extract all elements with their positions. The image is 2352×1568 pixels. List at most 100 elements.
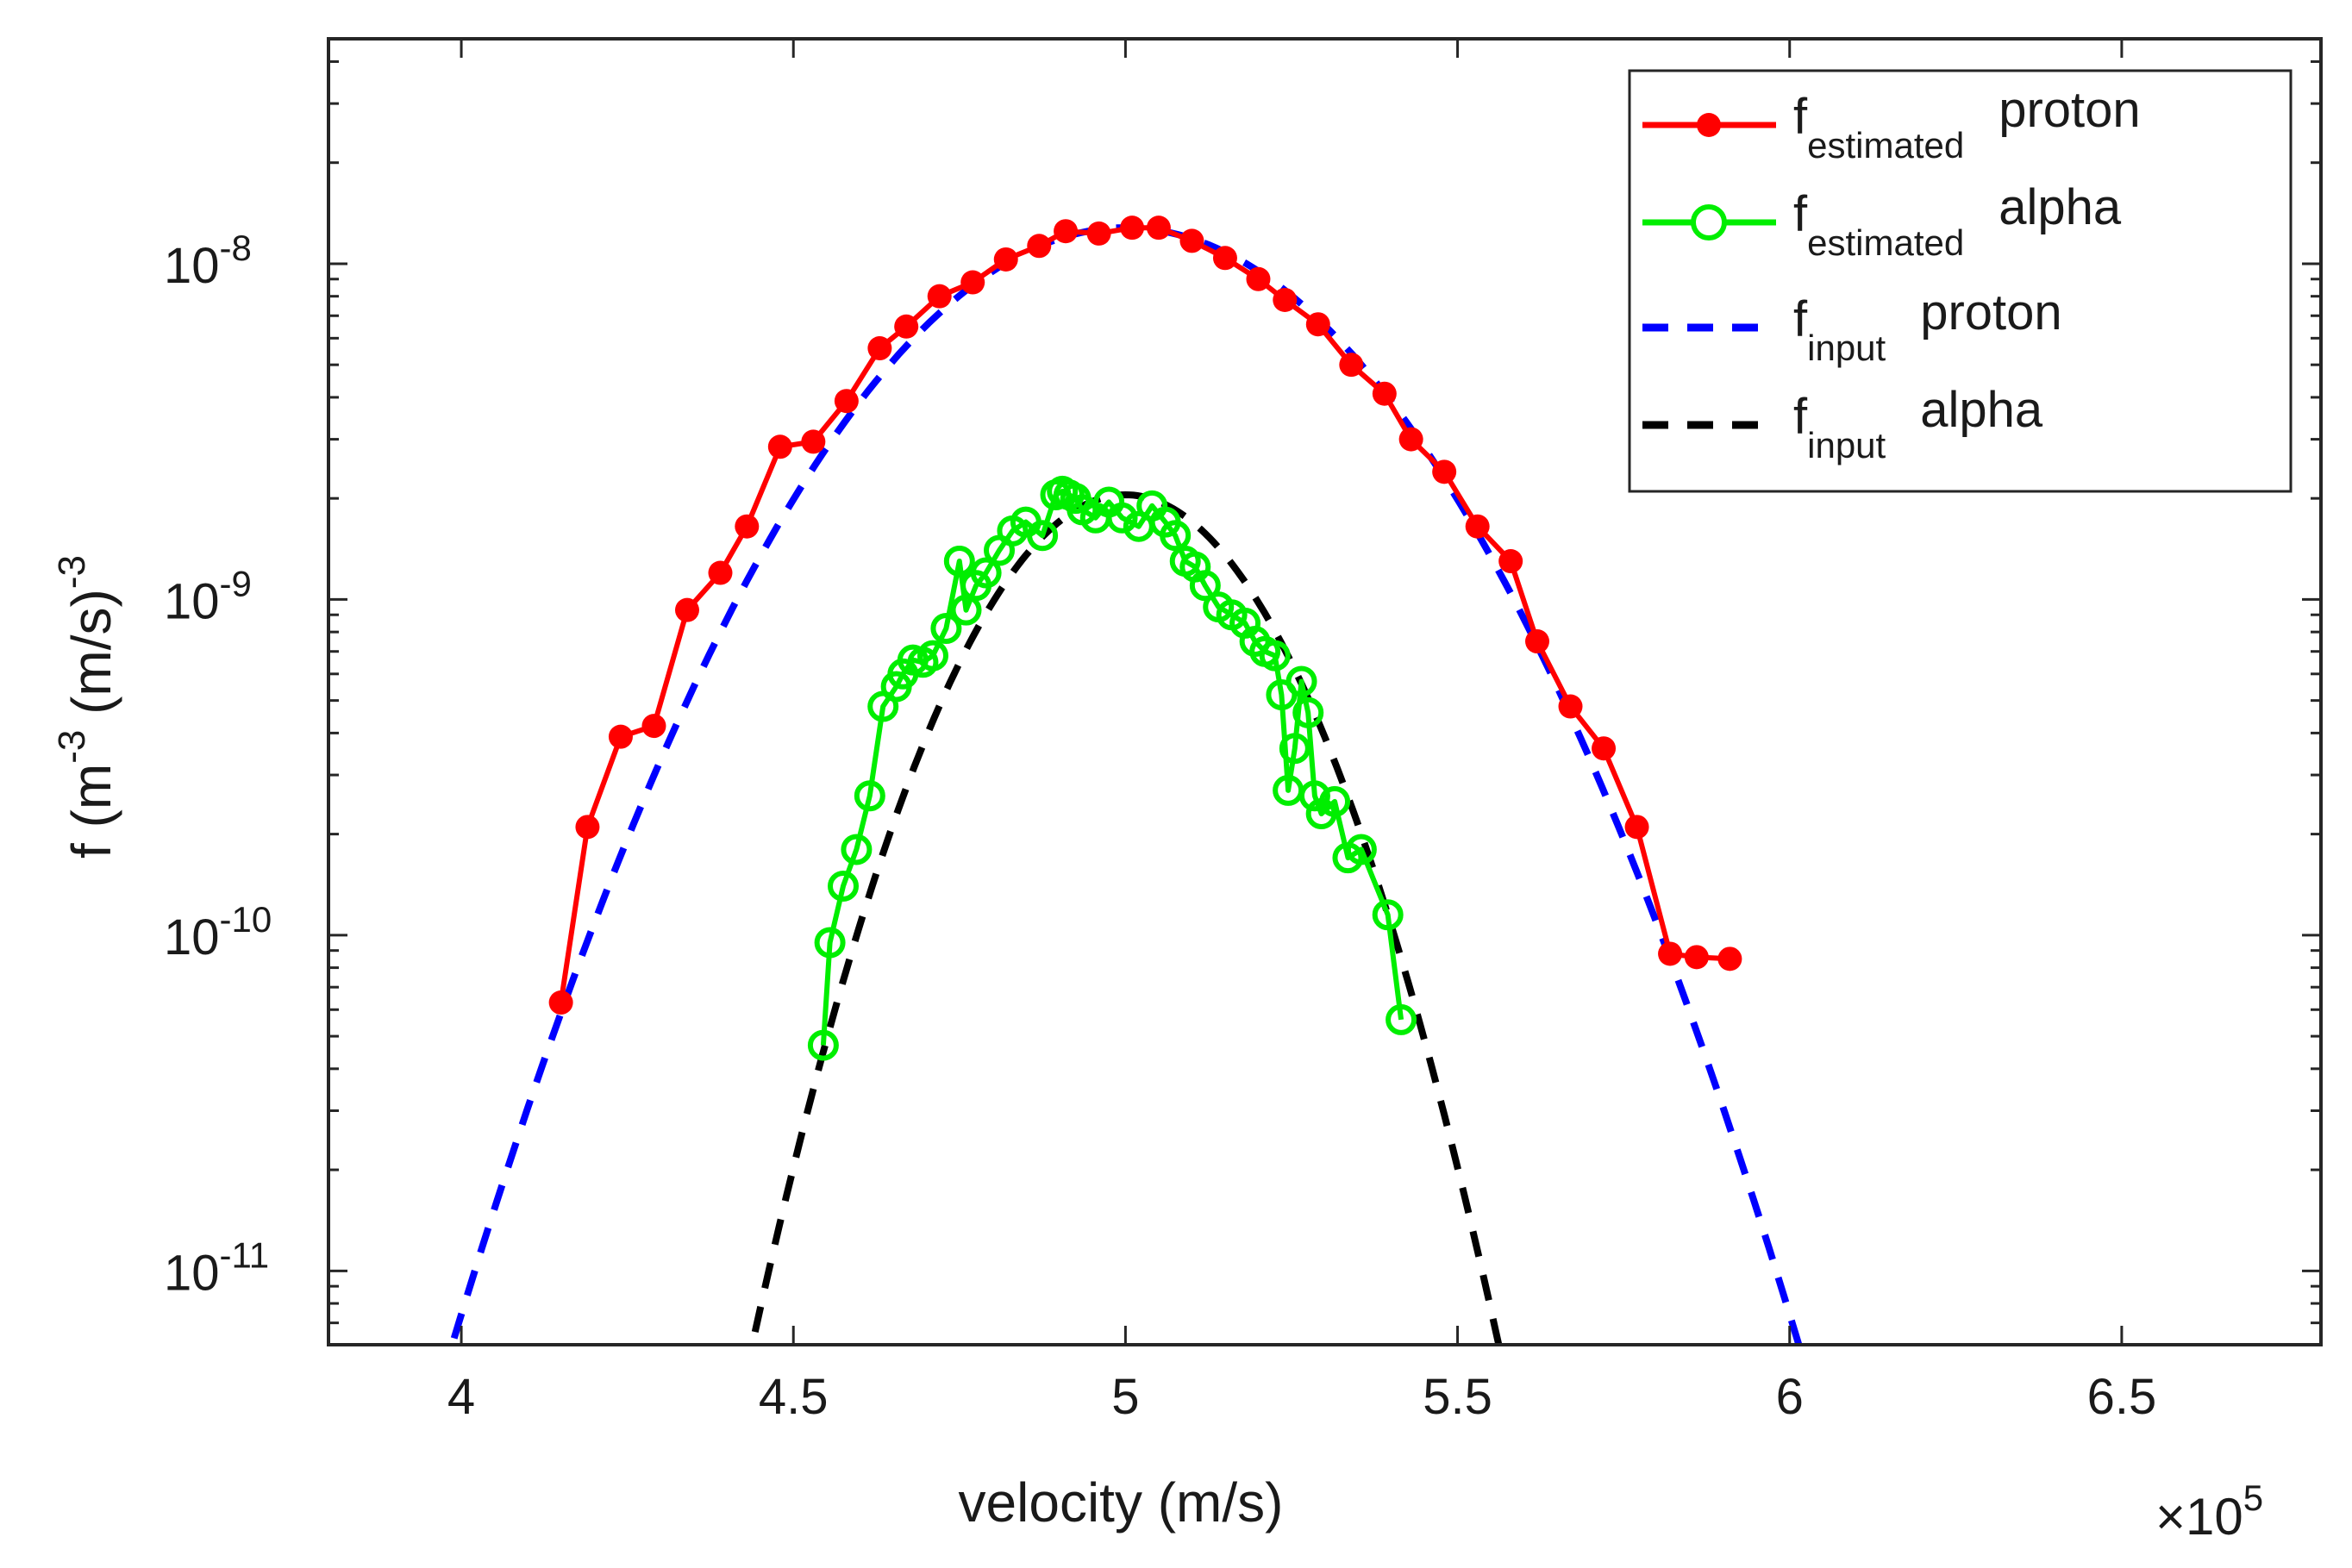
data-point — [1106, 502, 1138, 534]
data-point — [1292, 697, 1324, 728]
data-point — [1259, 640, 1291, 672]
data-point — [1054, 219, 1079, 244]
data-point — [575, 815, 600, 840]
data-point — [1146, 216, 1171, 241]
data-point — [867, 336, 892, 361]
data-point — [1345, 834, 1377, 865]
y-tick-exponent: -10 — [220, 899, 272, 940]
data-point — [828, 870, 860, 902]
y-axis-label-part-1: f (m — [60, 764, 122, 859]
legend-label: finput proton — [1793, 284, 2062, 368]
data-point — [708, 560, 733, 585]
data-point — [1027, 234, 1052, 259]
legend-subscript: estimated — [1807, 125, 1964, 166]
legend-entry-2: finput proton — [1642, 284, 2062, 368]
x-tick-label-1: 4.5 — [759, 1369, 829, 1425]
data-point — [1684, 945, 1709, 970]
legend-subscript: input — [1807, 328, 1886, 368]
legend-suffix: proton — [1920, 284, 2061, 340]
legend-entry-0: festimated proton — [1642, 82, 2141, 166]
series-f-input-alpha — [748, 490, 1503, 1345]
data-point — [1398, 427, 1423, 452]
legend-subscript: estimated — [1807, 222, 1964, 263]
legend-box — [1628, 69, 2293, 493]
data-point — [1246, 266, 1271, 291]
y-tick-base: 10 — [164, 238, 220, 294]
y-tick-label-2: 10-10 — [164, 899, 272, 965]
data-point — [970, 557, 1002, 589]
y-tick-base: 10 — [164, 1245, 220, 1301]
series-f-estimated-alpha — [807, 475, 1417, 1061]
data-point — [1189, 570, 1221, 602]
data-point — [1386, 1003, 1417, 1035]
legend-main: f — [1793, 291, 1808, 347]
y-tick-exponent: -11 — [220, 1234, 270, 1275]
y-tick-exponent: -9 — [220, 563, 252, 603]
data-point — [1339, 353, 1364, 378]
data-point — [1432, 459, 1457, 484]
data-point — [735, 514, 760, 539]
y-tick-exponent: -8 — [220, 228, 252, 268]
data-point — [674, 597, 699, 622]
legend: festimatedprotonfestimatedalphafinputpro… — [1628, 69, 2293, 493]
data-point — [1298, 780, 1330, 812]
data-point — [1592, 736, 1617, 761]
data-point — [960, 270, 985, 295]
data-point — [1319, 785, 1351, 817]
data-point — [1120, 216, 1145, 241]
data-point — [1525, 629, 1550, 654]
legend-main: f — [1793, 186, 1808, 242]
series-layer — [448, 216, 1803, 1345]
legend-subscript: input — [1807, 425, 1886, 465]
data-point — [1465, 514, 1490, 539]
data-point — [1372, 381, 1397, 406]
series-line — [558, 225, 1730, 1003]
data-point — [841, 834, 873, 865]
x-exponent-power: 5 — [2243, 1477, 2263, 1518]
legend-marker — [1691, 204, 1727, 241]
legend-main: f — [1793, 389, 1808, 445]
data-point — [1160, 520, 1192, 552]
y-tick-label-1: 10-9 — [164, 563, 252, 629]
y-axis-label-part-4: -3 — [51, 555, 93, 589]
legend-suffix: alpha — [1920, 382, 2043, 438]
x-axis-label: velocity (m/s) — [959, 1471, 1284, 1534]
legend-entries: festimatedprotonfestimatedalphafinputpro… — [1642, 82, 2141, 465]
data-point — [1372, 899, 1404, 931]
data-point — [943, 546, 975, 578]
y-tick-base: 10 — [164, 909, 220, 965]
plot-area-frame — [327, 37, 2323, 1346]
data-point — [801, 429, 826, 454]
data-point — [930, 612, 962, 644]
data-point — [1279, 733, 1310, 765]
x-tick-label-0: 4 — [447, 1369, 475, 1425]
x-tick-label-5: 6.5 — [2087, 1369, 2157, 1425]
y-axis-label: f (m-3 (m/s)-3 — [51, 555, 122, 859]
y-tick-label-3: 10-11 — [164, 1234, 269, 1301]
data-point — [894, 314, 919, 339]
data-point — [807, 1029, 839, 1061]
legend-main: f — [1793, 89, 1808, 145]
data-point — [548, 990, 573, 1015]
data-point — [641, 714, 666, 739]
legend-label: festimated alpha — [1793, 179, 2122, 263]
y-tick-label-0: 10-8 — [164, 228, 252, 294]
data-point — [1624, 815, 1649, 840]
data-point — [1285, 665, 1317, 697]
legend-marker — [1697, 113, 1721, 137]
data-point — [993, 247, 1018, 272]
series-f-estimated-proton — [548, 216, 1742, 1015]
data-point — [1305, 312, 1330, 337]
x-tick-label-3: 5.5 — [1423, 1369, 1492, 1425]
y-axis-label-part-3: (m/s) — [60, 589, 122, 730]
data-point — [854, 780, 885, 812]
x-exponent-label: ×105 — [2155, 1477, 2263, 1546]
legend-entry-3: finput alpha — [1642, 382, 2043, 465]
y-tick-base: 10 — [164, 573, 220, 629]
tick-layer — [328, 39, 2321, 1345]
y-axis-label-part-2: -3 — [51, 730, 93, 764]
data-point — [1558, 694, 1583, 719]
series-curve — [748, 490, 1503, 1345]
